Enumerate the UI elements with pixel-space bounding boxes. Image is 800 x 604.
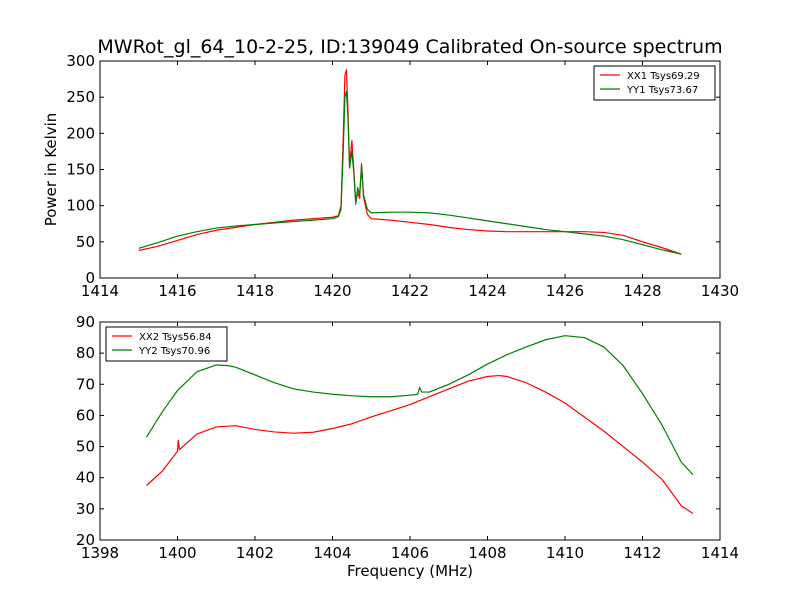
x-tick-label: 1414 <box>81 282 119 300</box>
x-tick-label: 1398 <box>81 544 119 562</box>
top-plot: 1414 1416 1418 1420 1422 1424 1426 1428 1430 0 50 1… <box>42 52 739 300</box>
legend-label-xx: XX2 Tsys56.84 <box>139 332 212 343</box>
y-tick-label: 150 <box>66 161 95 179</box>
x-tick-label: 1424 <box>468 282 506 300</box>
y-tick-label: 90 <box>76 313 95 331</box>
chart-title: MWRot_gl_64_10-2-25, ID:139049 Calibrate… <box>97 36 722 58</box>
y-tick-label: 50 <box>76 233 95 251</box>
legend-label-yy: YY1 Tsys73.67 <box>626 85 698 96</box>
x-tick-label: 1410 <box>546 544 584 562</box>
x-tick-label: 1408 <box>468 544 506 562</box>
x-tick-label: 1430 <box>701 282 739 300</box>
y-tick-label: 30 <box>76 500 95 518</box>
y-tick-label: 0 <box>85 269 95 287</box>
x-tick-label: 1404 <box>313 544 351 562</box>
x-tick-label: 1400 <box>158 544 196 562</box>
y-axis-label: Power in Kelvin <box>42 113 60 227</box>
y-tick-label: 100 <box>66 197 95 215</box>
series-line-xx <box>146 374 694 515</box>
series-line-yy <box>138 90 682 255</box>
x-tick-label: 1420 <box>313 282 351 300</box>
legend-box <box>593 65 716 101</box>
y-tick-label: 80 <box>76 344 95 362</box>
x-tick-label: 1422 <box>391 282 429 300</box>
x-tick-label: 1426 <box>546 282 584 300</box>
y-tick-label: 40 <box>76 469 95 487</box>
y-tick-label: 50 <box>76 438 95 456</box>
x-tick-label: 1402 <box>236 544 274 562</box>
bottom-plot: 1398 1400 1402 1404 1406 1408 1410 1412 1414 20 30… <box>76 313 739 580</box>
x-axis-label: Frequency (MHz) <box>347 562 473 580</box>
x-tick-label: 1406 <box>391 544 429 562</box>
x-tick-label: 1414 <box>701 544 739 562</box>
x-tick-label: 1412 <box>623 544 661 562</box>
y-tick-label: 250 <box>66 88 95 106</box>
x-tick-label: 1416 <box>158 282 196 300</box>
x-tick-label: 1428 <box>623 282 661 300</box>
series-line-yy <box>145 335 694 476</box>
y-tick-label: 20 <box>76 531 95 549</box>
x-tick-label: 1418 <box>236 282 274 300</box>
y-tick-label: 70 <box>76 375 95 393</box>
y-tick-label: 200 <box>66 124 95 142</box>
y-tick-label: 60 <box>76 406 95 424</box>
legend-label-yy: YY2 Tsys70.96 <box>138 346 210 357</box>
legend-label-xx: XX1 Tsys69.29 <box>627 71 700 82</box>
y-tick-label: 300 <box>66 52 95 70</box>
legend-box <box>105 326 228 362</box>
